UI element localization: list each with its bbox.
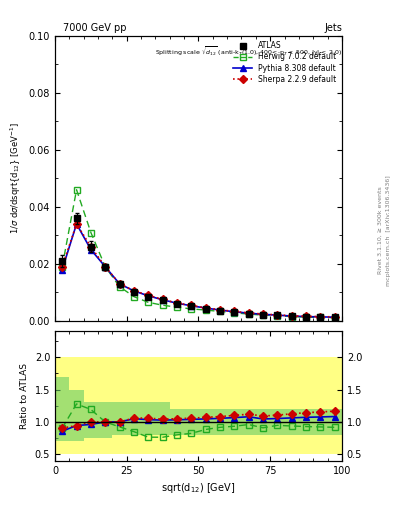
Pythia 8.308 default xyxy=(88,247,93,253)
Text: Splitting scale $\sqrt{d_{12}}$ (anti-k$_T$(1.0), 400< p$_T$ < 500, |y| < 2.0): Splitting scale $\sqrt{d_{12}}$ (anti-k$… xyxy=(156,45,342,58)
Sherpa 2.2.9 default xyxy=(146,292,151,298)
Y-axis label: 1/$\sigma$ d$\sigma$/dsqrt{d$_{12}$} [GeV$^{-1}$]: 1/$\sigma$ d$\sigma$/dsqrt{d$_{12}$} [Ge… xyxy=(9,122,23,234)
Herwig 7.0.2 default xyxy=(146,300,151,306)
Sherpa 2.2.9 default xyxy=(117,281,122,287)
X-axis label: sqrt(d$_{12}$) [GeV]: sqrt(d$_{12}$) [GeV] xyxy=(162,481,235,495)
Herwig 7.0.2 default xyxy=(232,310,237,316)
Text: mcplots.cern.ch  [arXiv:1306.3436]: mcplots.cern.ch [arXiv:1306.3436] xyxy=(386,175,391,286)
Text: Rivet 3.1.10, ≥ 300k events: Rivet 3.1.10, ≥ 300k events xyxy=(378,186,383,274)
Sherpa 2.2.9 default xyxy=(318,313,323,319)
Pythia 8.308 default xyxy=(246,310,251,316)
Sherpa 2.2.9 default xyxy=(103,264,108,270)
Herwig 7.0.2 default xyxy=(203,307,208,313)
Herwig 7.0.2 default xyxy=(289,313,294,319)
Pythia 8.308 default xyxy=(60,267,64,273)
Herwig 7.0.2 default xyxy=(246,311,251,317)
Pythia 8.308 default xyxy=(174,300,179,306)
Text: Jets: Jets xyxy=(324,23,342,33)
Pythia 8.308 default xyxy=(232,309,237,315)
Sherpa 2.2.9 default xyxy=(275,312,280,318)
Line: Pythia 8.308 default: Pythia 8.308 default xyxy=(62,224,335,317)
Pythia 8.308 default xyxy=(275,312,280,318)
Pythia 8.308 default xyxy=(160,297,165,303)
Sherpa 2.2.9 default xyxy=(304,313,309,319)
Y-axis label: Ratio to ATLAS: Ratio to ATLAS xyxy=(20,363,29,429)
Pythia 8.308 default xyxy=(74,221,79,227)
Herwig 7.0.2 default xyxy=(60,264,64,270)
Sherpa 2.2.9 default xyxy=(189,303,194,309)
Pythia 8.308 default xyxy=(117,281,122,287)
Herwig 7.0.2 default xyxy=(160,302,165,308)
Sherpa 2.2.9 default xyxy=(246,310,251,316)
Herwig 7.0.2 default xyxy=(218,308,222,314)
Herwig 7.0.2 default xyxy=(88,229,93,236)
Sherpa 2.2.9 default xyxy=(160,296,165,303)
Sherpa 2.2.9 default xyxy=(261,311,265,317)
Pythia 8.308 default xyxy=(103,264,108,270)
Herwig 7.0.2 default xyxy=(275,313,280,319)
Sherpa 2.2.9 default xyxy=(289,313,294,319)
Herwig 7.0.2 default xyxy=(332,315,337,321)
Herwig 7.0.2 default xyxy=(132,293,136,300)
Herwig 7.0.2 default xyxy=(189,306,194,312)
Pythia 8.308 default xyxy=(304,313,309,319)
Pythia 8.308 default xyxy=(261,311,265,317)
Sherpa 2.2.9 default xyxy=(232,308,237,314)
Herwig 7.0.2 default xyxy=(304,314,309,320)
Pythia 8.308 default xyxy=(146,293,151,299)
Pythia 8.308 default xyxy=(189,303,194,309)
Sherpa 2.2.9 default xyxy=(132,288,136,294)
Herwig 7.0.2 default xyxy=(261,312,265,318)
Line: Sherpa 2.2.9 default: Sherpa 2.2.9 default xyxy=(62,224,335,317)
Sherpa 2.2.9 default xyxy=(218,307,222,313)
Herwig 7.0.2 default xyxy=(103,264,108,270)
Line: Herwig 7.0.2 default: Herwig 7.0.2 default xyxy=(62,190,335,318)
Pythia 8.308 default xyxy=(332,314,337,320)
Text: 7000 GeV pp: 7000 GeV pp xyxy=(63,23,127,33)
Pythia 8.308 default xyxy=(289,313,294,319)
Sherpa 2.2.9 default xyxy=(74,221,79,227)
Pythia 8.308 default xyxy=(203,305,208,311)
Herwig 7.0.2 default xyxy=(117,284,122,290)
Herwig 7.0.2 default xyxy=(318,314,323,321)
Herwig 7.0.2 default xyxy=(174,304,179,310)
Herwig 7.0.2 default xyxy=(74,187,79,193)
Pythia 8.308 default xyxy=(218,307,222,313)
Sherpa 2.2.9 default xyxy=(60,264,64,270)
Sherpa 2.2.9 default xyxy=(203,305,208,311)
Pythia 8.308 default xyxy=(318,314,323,320)
Sherpa 2.2.9 default xyxy=(174,300,179,306)
Sherpa 2.2.9 default xyxy=(88,244,93,250)
Legend: ATLAS, Herwig 7.0.2 default, Pythia 8.308 default, Sherpa 2.2.9 default: ATLAS, Herwig 7.0.2 default, Pythia 8.30… xyxy=(231,39,338,86)
Pythia 8.308 default xyxy=(132,288,136,294)
Sherpa 2.2.9 default xyxy=(332,314,337,320)
